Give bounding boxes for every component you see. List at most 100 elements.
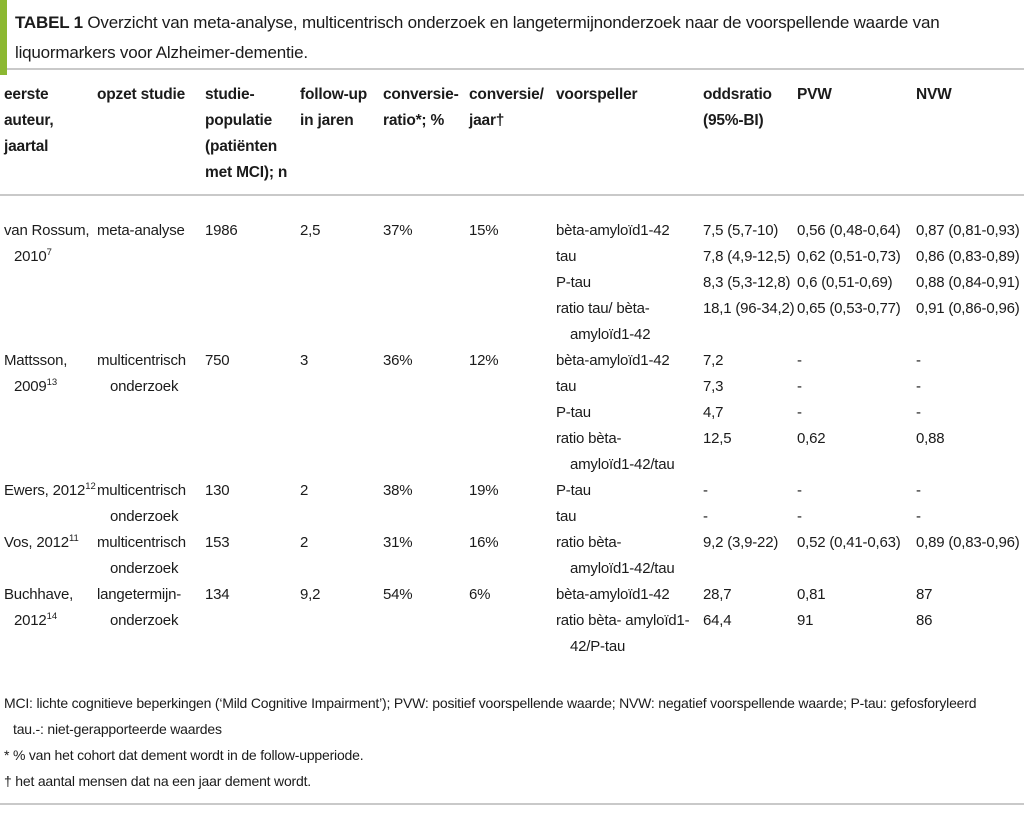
oddsratio-value: 7,5 (5,7-10) [703, 222, 779, 239]
nvw-cell: 0,87 (0,81-0,93) 0,86 (0,83-0,89) 0,88 (0,… [916, 218, 1020, 322]
predictor-cell: bèta-amyloïd1-42 tau P-tau ratio tau/ bèta-… [556, 218, 703, 348]
followup-cell: 3 [300, 352, 309, 369]
author-name: Mattsson, [4, 352, 68, 369]
author-year: 20107 [14, 247, 52, 265]
population-cell: 1986 [205, 222, 238, 239]
population-cell: 130 [205, 482, 230, 499]
nvw-value: - [916, 378, 921, 395]
reference-superscript: 12 [85, 481, 96, 492]
conversion-year-cell: 6% [469, 586, 491, 603]
oddsratio-value: 28,7 [703, 586, 732, 603]
author-cell: Ewers, 201212 [4, 478, 97, 504]
nvw-value: 86 [916, 612, 933, 629]
table-caption: TABEL 1 Overzicht van meta-analyse, mult… [0, 0, 1024, 75]
column-header-followup: follow-up in jaren [300, 86, 368, 129]
oddsratio-cell: 28,7 64,4 [703, 582, 797, 634]
pvw-cell: 0,56 (0,48-0,64) 0,62 (0,51-0,73) 0,6 (0,5… [797, 218, 916, 322]
accent-bar [0, 0, 7, 75]
predictor-label: ratio tau/ bèta- amyloïd1-42 [556, 300, 651, 343]
divider-header [0, 194, 1024, 196]
conversion-ratio-cell: 37% [383, 222, 413, 239]
design-cell: meta-analyse [97, 222, 185, 239]
pvw-value: 91 [797, 612, 814, 629]
oddsratio-value: 12,5 [703, 430, 732, 447]
reference-superscript: 14 [46, 611, 58, 622]
predictor-label: ratio bèta- amyloïd1-42/tau [556, 534, 675, 577]
predictor-label: bèta-amyloïd1-42 [556, 352, 670, 369]
nvw-cell: 0,89 (0,83-0,96) [916, 530, 1020, 556]
population-cell: 750 [205, 352, 230, 369]
table-title: TABEL 1 Overzicht van meta-analyse, mult… [15, 8, 1014, 68]
conversion-ratio-cell: 36% [383, 352, 413, 369]
conversion-ratio-cell: 38% [383, 482, 413, 499]
oddsratio-cell: 7,5 (5,7-10) 7,8 (4,9-12,5) 8,3 (5,3-12,8)… [703, 218, 797, 322]
nvw-value: 0,87 (0,81-0,93) [916, 222, 1020, 239]
oddsratio-value: - [703, 508, 708, 525]
design-cell: multicentrisch onderzoek [97, 534, 186, 577]
footnote-dagger: † het aantal mensen dat na een jaar deme… [4, 773, 311, 789]
predictor-label: ratio bèta- amyloïd1-42/tau [556, 430, 675, 473]
followup-cell: 2 [300, 534, 309, 551]
author-cell: van Rossum, 20107 [4, 218, 97, 270]
population-cell: 153 [205, 534, 230, 551]
pvw-value: 0,52 (0,41-0,63) [797, 534, 901, 551]
oddsratio-value: 64,4 [703, 612, 732, 629]
author-cell: Mattsson, 200913 [4, 348, 97, 400]
column-header-design: opzet studie [97, 86, 186, 103]
pvw-cell: 0,81 91 [797, 582, 916, 634]
conversion-year-cell: 12% [469, 352, 499, 369]
design-cell: multicentrisch onderzoek [97, 352, 186, 395]
pvw-value: - [797, 482, 802, 499]
author-name: Buchhave, [4, 586, 74, 603]
reference-superscript: 7 [46, 247, 52, 258]
oddsratio-value: 7,3 [703, 378, 724, 395]
nvw-value: 0,86 (0,83-0,89) [916, 248, 1020, 265]
table-body: van Rossum, 20107 meta-analyse 1986 2,5 37% 15… [4, 218, 1020, 660]
table-number-label: TABEL 1 [15, 13, 83, 32]
conversion-ratio-cell: 54% [383, 586, 413, 603]
oddsratio-value: 7,2 [703, 352, 724, 369]
oddsratio-value: 9,2 (3,9-22) [703, 534, 779, 551]
followup-cell: 9,2 [300, 586, 321, 603]
oddsratio-value: 18,1 (96-34,2) [703, 300, 795, 317]
column-header-author: eerste auteur, jaartal [4, 86, 54, 155]
predictor-label: tau [556, 508, 577, 525]
predictor-label: tau [556, 378, 577, 395]
pvw-value: 0,62 [797, 430, 826, 447]
conversion-ratio-cell: 31% [383, 534, 413, 551]
author-name: Vos, 201211 [4, 533, 79, 551]
predictor-cell: ratio bèta- amyloïd1-42/tau [556, 530, 703, 582]
predictor-label: bèta-amyloïd1-42 [556, 222, 670, 239]
pvw-cell: 0,52 (0,41-0,63) [797, 530, 916, 556]
nvw-value: 0,88 (0,84-0,91) [916, 274, 1020, 291]
predictor-label: P-tau [556, 404, 591, 421]
author-year: 201214 [14, 611, 58, 629]
predictor-cell: bèta-amyloïd1-42 tau P-tau ratio bèta- amyl… [556, 348, 703, 478]
column-header-conversion-year: conversie/ jaar† [469, 86, 544, 129]
table-header-row: eerste auteur, jaartal opzet studie stud… [4, 70, 1020, 194]
nvw-value: 0,88 [916, 430, 945, 447]
author-name: Ewers, 201212 [4, 481, 96, 499]
population-cell: 134 [205, 586, 230, 603]
divider-bottom [0, 803, 1024, 805]
pvw-value: - [797, 352, 802, 369]
author-cell: Vos, 201211 [4, 530, 97, 556]
author-cell: Buchhave, 201214 [4, 582, 97, 634]
oddsratio-value: 7,8 (4,9-12,5) [703, 248, 791, 265]
nvw-value: - [916, 508, 921, 525]
pvw-value: - [797, 378, 802, 395]
oddsratio-cell: 9,2 (3,9-22) [703, 530, 797, 556]
column-header-population: studie- populatie (patiënten met MCI); n [205, 86, 288, 181]
column-header-oddsratio: oddsratio (95%-BI) [703, 86, 772, 129]
conversion-year-cell: 19% [469, 482, 499, 499]
oddsratio-value: - [703, 482, 708, 499]
reference-superscript: 13 [46, 377, 58, 388]
nvw-cell: - - - 0,88 [916, 348, 1020, 452]
author-year: 200913 [14, 377, 58, 395]
pvw-value: 0,81 [797, 586, 826, 603]
nvw-cell: -- [916, 478, 1020, 530]
design-cell: langetermijn- onderzoek [97, 586, 182, 629]
predictor-label: ratio bèta- amyloïd1- 42/P-tau [556, 612, 690, 655]
pvw-value: - [797, 508, 802, 525]
pvw-value: 0,65 (0,53-0,77) [797, 300, 901, 317]
